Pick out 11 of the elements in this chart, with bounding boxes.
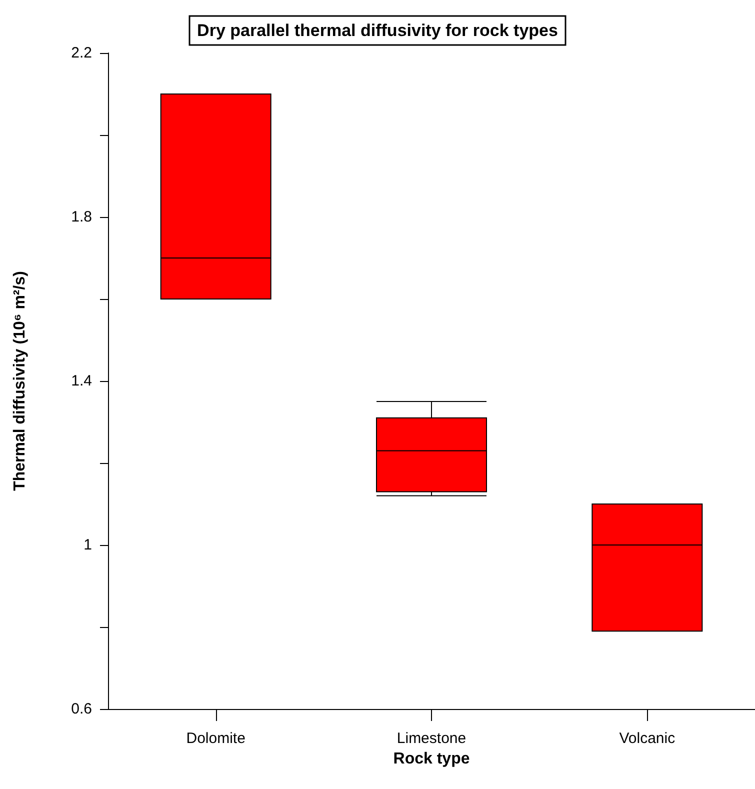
y-tick-label: 1.8 [71,208,92,226]
y-tick-label: 1.4 [71,372,92,390]
chart-title: Dry parallel thermal diffusivity for rock types [197,21,558,40]
y-tick-label: 2.2 [71,44,92,62]
x-axis-title: Rock type [393,750,470,768]
x-tick-label: Volcanic [619,730,676,747]
y-axis-title: Thermal diffusivity (10⁶ m²/s) [12,271,28,491]
x-tick-label: Limestone [396,730,466,747]
y-tick-label: 0.6 [71,700,92,718]
y-tick-label: 1 [84,536,92,554]
x-tick-label: Dolomite [186,730,246,747]
